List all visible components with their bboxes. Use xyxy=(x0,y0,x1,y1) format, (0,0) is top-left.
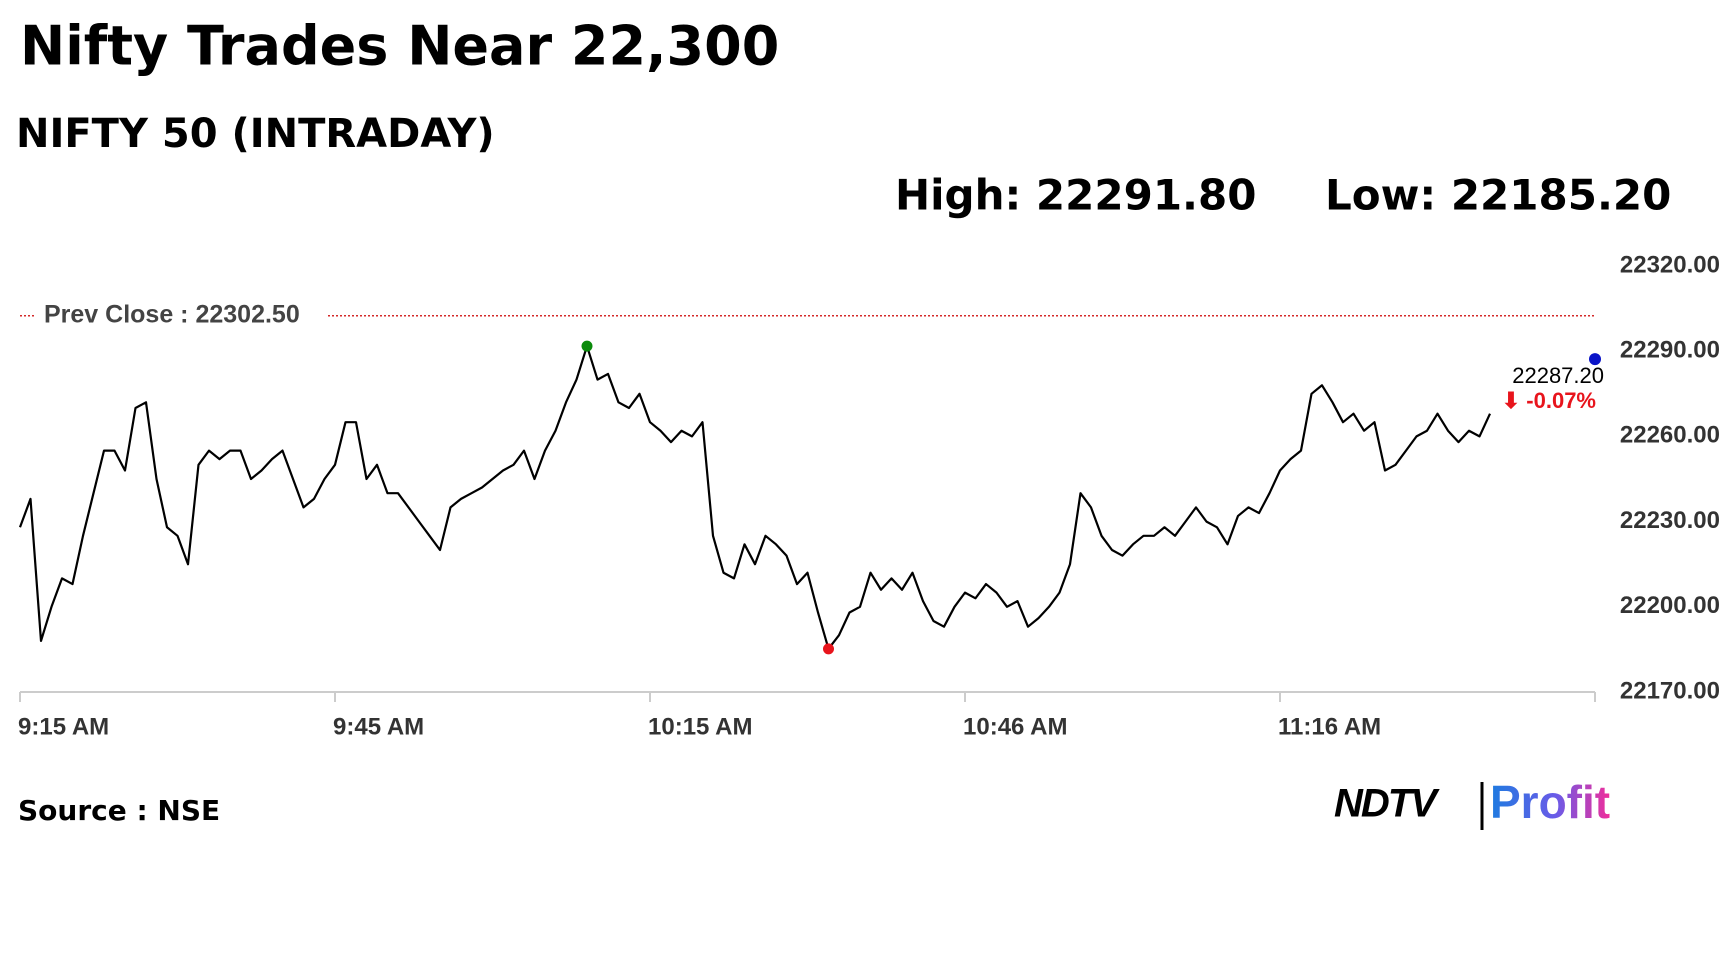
high-label: High: 22291.80 xyxy=(895,171,1256,220)
y-tick-label: 22320.00 xyxy=(1620,251,1720,278)
x-tick-label: 10:46 AM xyxy=(963,713,1067,740)
chart-title: Nifty Trades Near 22,300 xyxy=(20,15,779,78)
prev-close-label: Prev Close : 22302.50 xyxy=(44,300,300,328)
brand-product: Profit xyxy=(1490,776,1610,828)
x-tick-label: 11:16 AM xyxy=(1278,713,1381,740)
change-label: ⬇ -0.07% xyxy=(1502,388,1596,413)
chart-subtitle: NIFTY 50 (INTRADAY) xyxy=(16,111,495,157)
last-label: 22287.20 xyxy=(1512,363,1604,388)
y-tick-label: 22260.00 xyxy=(1620,422,1720,449)
y-tick-label: 22170.00 xyxy=(1620,677,1720,704)
low-marker xyxy=(823,643,834,655)
last-marker xyxy=(1589,353,1601,366)
x-tick-label: 9:45 AM xyxy=(333,713,424,740)
source: Source : NSE xyxy=(18,794,220,827)
y-tick-label: 22290.00 xyxy=(1620,337,1720,364)
x-tick-label: 10:15 AM xyxy=(648,713,752,740)
y-tick-label: 22230.00 xyxy=(1620,507,1720,534)
price-line xyxy=(18,344,1491,650)
x-tick-label: 9:15 AM xyxy=(18,713,109,740)
y-tick-label: 22200.00 xyxy=(1620,592,1720,619)
prev-close-bg xyxy=(36,299,328,332)
low-label: Low: 22185.20 xyxy=(1325,171,1671,220)
high-marker xyxy=(581,340,593,352)
brand-name: NDTV xyxy=(1334,782,1440,826)
